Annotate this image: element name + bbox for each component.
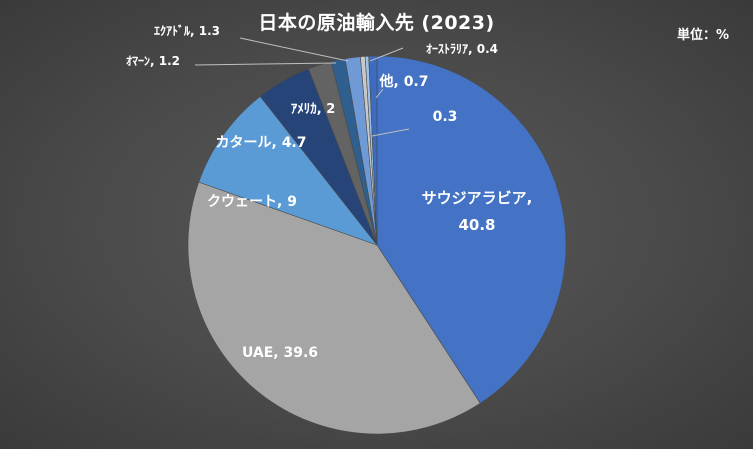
leader-line-6 [194,62,337,66]
leader-line-10 [375,88,384,99]
pie-slice-2 [187,181,481,435]
data-label-4: カタール, 4.7 [216,135,307,151]
data-label-10: 他, 0.7 [379,73,429,90]
data-label-3: クウェート, 9 [207,194,297,210]
leader-line-7 [239,37,349,62]
data-label-2: UAE, 39.6 [242,345,318,361]
data-label-5: ｱﾒﾘｶ, 2 [291,102,336,117]
pie-slice-3 [198,95,378,246]
chart-title: 日本の原油輸入先 (2023) [258,12,495,34]
data-label-9: 0.3 [433,109,458,125]
pie-slice-10 [368,55,378,246]
unit-label: 単位：% [676,28,729,43]
data-label-8: ｵｰｽﾄﾗﾘｱ, 0.4 [426,42,498,56]
leader-line-8 [369,47,404,62]
leader-line-9 [371,128,410,137]
pie-slice-1 [376,55,567,404]
data-label-6: ｵﾏｰﾝ, 1.2 [126,54,180,68]
data-label-1: サウジアラビア, 40.8 [422,189,533,234]
data-label-7: ｴｸｱﾄﾞﾙ, 1.3 [154,23,220,38]
